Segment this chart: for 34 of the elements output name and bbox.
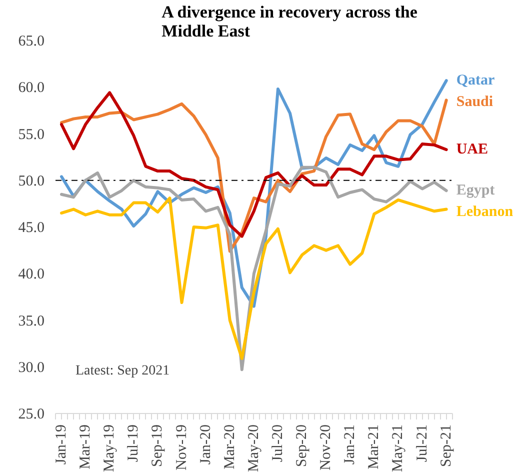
- x-tick-label: May-20: [246, 424, 262, 472]
- x-tick-label: Mar-20: [222, 424, 238, 470]
- y-tick-label: 30.0: [18, 360, 44, 376]
- x-tick-label: Sep-20: [294, 424, 310, 467]
- x-tick-label: May-21: [390, 424, 406, 472]
- annotation: Latest: Sep 2021: [76, 364, 170, 378]
- x-tick-label: Nov-20: [318, 424, 334, 470]
- line-series: [60, 196, 448, 360]
- chart-title: A divergence in recovery across the Middle East: [162, 2, 418, 40]
- x-tick-label: Mar-21: [366, 424, 382, 470]
- x-tick-label: Mar-19: [78, 424, 94, 470]
- series-label: Qatar: [456, 72, 496, 89]
- series-label: UAE: [456, 142, 488, 158]
- y-tick-label: 25.0: [18, 406, 44, 422]
- series-label: Saudi: [456, 94, 494, 110]
- series-label: Lebanon: [456, 204, 514, 220]
- x-tick-label: Jul-20: [270, 424, 286, 462]
- y-tick-label: 35.0: [18, 313, 44, 330]
- x-tick-label: Jan-19: [54, 424, 70, 464]
- x-tick-label: May-19: [102, 424, 118, 472]
- y-tick-label: 65.0: [18, 34, 44, 50]
- y-tick-label: 45.0: [18, 220, 44, 236]
- x-tick-label: Jan-21: [342, 424, 358, 464]
- series-label: Egypt: [456, 182, 495, 199]
- y-tick-label: 60.0: [18, 80, 44, 96]
- x-tick-label: Sep-21: [438, 424, 454, 467]
- y-tick-label: 40.0: [18, 266, 44, 283]
- x-tick-label: Jul-19: [126, 424, 142, 462]
- x-tick-label: Jul-21: [414, 424, 430, 462]
- y-tick-label: 55.0: [18, 126, 44, 143]
- x-tick-label: Sep-19: [150, 424, 166, 467]
- y-tick-label: 50.0: [18, 173, 44, 190]
- x-tick-label: Jan-20: [198, 424, 214, 464]
- x-tick-label: Nov-19: [174, 424, 190, 470]
